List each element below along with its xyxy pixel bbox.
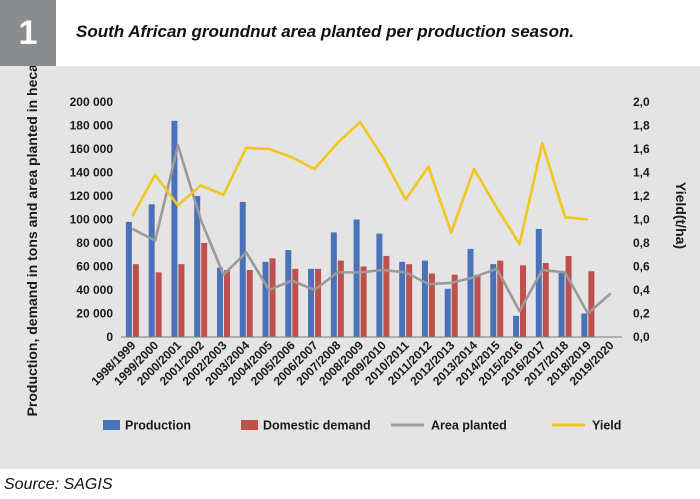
bar-production-10: [353, 219, 360, 337]
legend-label-area-planted: Area planted: [431, 419, 507, 433]
bar-domestic-demand-13: [428, 273, 435, 337]
bar-production-11: [376, 233, 383, 337]
y-right-tick-label-5: 1,0: [633, 213, 650, 227]
y-right-tick-label-9: 1,8: [633, 119, 650, 133]
bar-domestic-demand-19: [565, 255, 572, 337]
bar-domestic-demand-7: [292, 268, 299, 337]
legend-label-yield: Yield: [592, 419, 621, 433]
y-right-tick-label-6: 1,2: [633, 189, 650, 203]
bar-production-4: [216, 267, 223, 337]
bar-domestic-demand-6: [269, 258, 276, 337]
y-right-tick-label-1: 0,2: [633, 307, 650, 321]
y-right-tick-label-4: 0,8: [633, 236, 650, 250]
y-left-tick-label-8: 160 000: [70, 142, 114, 156]
y-right-tick-label-8: 1,6: [633, 142, 650, 156]
bar-domestic-demand-16: [497, 260, 504, 337]
y-left-tick-label-10: 200 000: [70, 95, 114, 109]
bar-domestic-demand-10: [360, 266, 367, 337]
y-left-tick-label-0: 0: [106, 330, 113, 344]
groundnut-chart: 0 20 000 40 000 60 000 80 000 100 000 120 000 1…: [24, 66, 689, 433]
bar-production-1: [148, 204, 155, 337]
bar-production-14: [444, 288, 451, 337]
figure-number-badge: 1: [0, 0, 56, 66]
axes-group: 0 20 000 40 000 60 000 80 000 100 000 120 000 1…: [70, 95, 650, 388]
figure-title: South African groundnut area planted per…: [76, 22, 575, 41]
bar-domestic-demand-2: [178, 264, 185, 337]
bar-production-18: [535, 228, 542, 337]
bar-domestic-demand-14: [451, 274, 458, 337]
bar-domestic-demand-8: [315, 268, 322, 337]
bar-production-2: [171, 120, 178, 337]
line-yield: [131, 120, 588, 246]
line-area-planted: [131, 144, 612, 315]
bar-production-7: [285, 250, 292, 337]
y-right-tick-label-0: 0,0: [633, 330, 650, 344]
bar-production-3: [194, 196, 201, 337]
bar-production-17: [513, 315, 520, 337]
line-series-group: [131, 120, 612, 315]
bar-domestic-demand-9: [337, 260, 344, 337]
figure-header: 1 South African groundnut area planted p…: [0, 0, 700, 66]
bar-domestic-demand-11: [383, 255, 390, 337]
legend-label-production: Production: [125, 419, 191, 433]
bar-domestic-demand-5: [246, 270, 253, 337]
bar-production-16: [490, 264, 497, 337]
bar-production-12: [399, 261, 406, 337]
bar-production-9: [330, 232, 337, 337]
bar-series-group: [125, 120, 595, 337]
y-right-tick-label-2: 0,4: [633, 283, 650, 297]
bar-production-5: [239, 201, 246, 337]
bar-domestic-demand-4: [223, 270, 230, 337]
y-axis-left-label: Production, demand in tons and area plan…: [24, 66, 40, 416]
bar-domestic-demand-12: [406, 264, 413, 337]
bar-production-6: [262, 261, 269, 337]
y-left-tick-label-4: 80 000: [76, 236, 113, 250]
legend-swatch-production: [103, 420, 120, 430]
legend-label-domestic-demand: Domestic demand: [263, 419, 371, 433]
y-left-tick-label-3: 60 000: [76, 260, 113, 274]
bar-domestic-demand-17: [520, 265, 527, 337]
y-axis-right-label: Yield(t/ha): [673, 182, 689, 249]
y-left-tick-label-6: 120 000: [70, 189, 114, 203]
bar-production-13: [421, 260, 428, 337]
y-right-tick-label-7: 1,4: [633, 166, 650, 180]
bar-production-15: [467, 248, 474, 337]
y-left-tick-label-1: 20 000: [76, 307, 113, 321]
bar-production-20: [581, 313, 588, 337]
chart-legend: Production Domestic demand Area planted Yie…: [103, 419, 621, 433]
legend-swatch-domestic-demand: [241, 420, 258, 430]
y-left-tick-label-7: 140 000: [70, 166, 114, 180]
bar-domestic-demand-18: [542, 262, 549, 337]
bar-domestic-demand-0: [132, 264, 139, 337]
y-left-tick-label-5: 100 000: [70, 213, 114, 227]
bar-domestic-demand-15: [474, 274, 481, 337]
bar-domestic-demand-1: [155, 272, 162, 337]
bar-domestic-demand-20: [588, 271, 595, 337]
bar-production-19: [558, 271, 565, 337]
bar-production-8: [308, 268, 315, 337]
bar-production-0: [125, 221, 132, 337]
y-right-tick-label-3: 0,6: [633, 260, 650, 274]
source-note: Source: SAGIS: [4, 476, 113, 493]
chart-panel: [0, 66, 700, 469]
y-left-tick-label-9: 180 000: [70, 119, 114, 133]
y-right-tick-label-10: 2,0: [633, 95, 650, 109]
y-left-tick-label-2: 40 000: [76, 283, 113, 297]
bar-domestic-demand-3: [201, 243, 208, 337]
